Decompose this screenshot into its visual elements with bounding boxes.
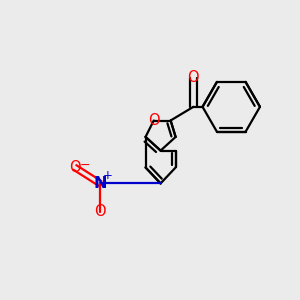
Text: −: − bbox=[80, 159, 90, 172]
Text: O: O bbox=[188, 70, 199, 85]
Text: O: O bbox=[148, 113, 160, 128]
Text: O: O bbox=[69, 160, 81, 175]
Text: N: N bbox=[93, 176, 107, 191]
Text: O: O bbox=[94, 204, 106, 219]
Text: +: + bbox=[102, 169, 112, 182]
